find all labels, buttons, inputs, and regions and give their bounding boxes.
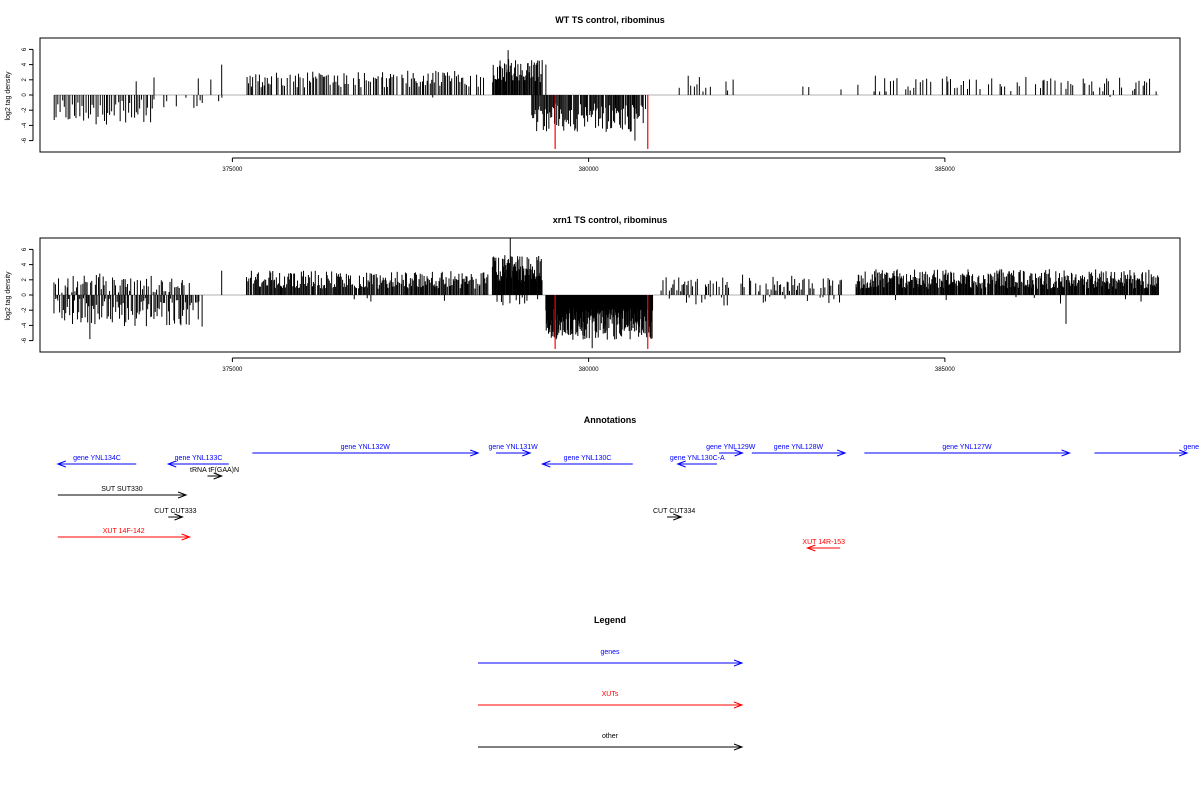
legend-entry: genes [478, 649, 744, 667]
annotation-label: gene YNL130C [564, 455, 612, 462]
wt-y-tick-label: -6 [22, 137, 28, 143]
xrn1-y-axis: 6 4 2 0 -2 -4 -6 [22, 247, 34, 343]
wt-y-tick-label: -2 [22, 107, 28, 113]
annotation-feature: gene YNL132W [252, 444, 480, 457]
annotation-arrow-head [673, 513, 683, 521]
annotation-arrow-head [522, 449, 532, 457]
legend-title: Legend [594, 615, 626, 625]
wt-x-axis: 375000 380000 385000 [222, 157, 956, 173]
xrn1-y-axis-label: log2 tag density [5, 271, 12, 321]
xrn1-y-tick-label: 6 [22, 247, 28, 251]
annotation-feature: gene YNL128W [751, 444, 847, 457]
annotation-label: gene [1183, 444, 1199, 451]
annotation-arrow-head [1178, 449, 1189, 457]
annotation-feature: gene YNL130C [540, 455, 633, 468]
annotation-label: CUT CUT333 [154, 508, 196, 515]
annotation-arrow-head [470, 449, 480, 457]
annotation-arrow-head [1061, 449, 1071, 457]
xrn1-y-tick-label: 4 [22, 262, 28, 266]
annotation-arrow-head [836, 449, 847, 457]
annotation-feature: tRNA tF(GAA)N [190, 467, 239, 480]
annotation-label: tRNA tF(GAA)N [190, 467, 239, 474]
annotation-label: XUT 14F-142 [103, 528, 145, 535]
annotation-feature: gene YNL127W [864, 444, 1071, 457]
annotation-feature: XUT 14R-153 [802, 539, 845, 552]
annotation-arrow-head [56, 460, 66, 468]
wt-x-tick-label: 380000 [579, 167, 600, 173]
xrn1-y-tick-label: 2 [22, 277, 28, 281]
xrn1-coverage-panel: xrn1 TS control, ribominus log2 tag dens… [5, 215, 1181, 373]
annotation-label: gene YNL133C [175, 455, 223, 462]
wt-coverage-panel: WT TS control, ribominus log2 tag densit… [5, 15, 1181, 173]
wt-x-tick-label: 385000 [935, 167, 956, 173]
annotation-arrow-head [734, 449, 744, 457]
annotation-feature: gene YNL130C-A [670, 455, 725, 468]
annotation-feature: CUT CUT333 [154, 508, 197, 521]
xrn1-y-tick-label: -6 [22, 337, 28, 343]
annotation-label: SUT SUT330 [101, 486, 143, 493]
annotation-arrow-head [166, 460, 177, 468]
annotation-label: gene YNL129W [706, 444, 756, 451]
wt-y-axis-label: log2 tag density [5, 71, 12, 121]
wt-x-tick-label: 375000 [222, 167, 243, 173]
legend-label: other [602, 733, 619, 740]
xrn1-y-tick-label: -2 [22, 307, 28, 313]
annotation-arrow-head [805, 544, 816, 552]
annotations-title: Annotations [584, 415, 637, 425]
annotation-label: CUT CUT334 [653, 508, 695, 515]
xrn1-y-tick-label: 0 [22, 293, 28, 297]
legend-entry: XUTs [478, 691, 744, 709]
xrn1-coverage-bars [53, 238, 1159, 349]
xrn1-panel-title: xrn1 TS control, ribominus [553, 215, 668, 225]
wt-y-axis: 6 4 2 0 -2 -4 -6 [22, 47, 34, 143]
legend-arrow-head [733, 659, 744, 667]
annotation-label: XUT 14R-153 [802, 539, 845, 546]
legend-arrow-head [733, 701, 744, 709]
xrn1-x-axis: 375000 380000 385000 [222, 357, 956, 373]
wt-y-tick-label: 6 [22, 47, 28, 51]
wt-coverage-bars [53, 50, 1157, 149]
annotation-label: gene YNL131W [488, 444, 538, 451]
legend: Legend genes XUTs other [478, 615, 744, 751]
wt-y-tick-label: 2 [22, 77, 28, 81]
annotation-feature: gene YNL133C [166, 455, 229, 468]
xrn1-plot-frame [39, 237, 1181, 353]
legend-label: genes [600, 649, 620, 656]
annotation-feature: XUT 14F-142 [57, 528, 192, 541]
wt-y-tick-label: 4 [22, 62, 28, 66]
wt-plot-frame [39, 37, 1181, 153]
annotation-feature: gene YNL129W [706, 444, 756, 457]
annotation-label: gene YNL132W [341, 444, 391, 451]
annotation-arrow-head [174, 513, 184, 521]
annotations-track: Annotations gene YNL134C gene YNL133C gene… [56, 415, 1199, 552]
wt-panel-title: WT TS control, ribominus [555, 15, 665, 25]
xrn1-x-tick-label: 375000 [222, 367, 243, 373]
xrn1-x-tick-label: 380000 [579, 367, 600, 373]
annotation-label: gene YNL134C [73, 455, 121, 462]
annotation-arrow-head [540, 460, 551, 468]
annotation-label: gene YNL128W [774, 444, 824, 451]
annotation-arrow-head [213, 472, 224, 480]
annotation-arrow-head [676, 460, 686, 468]
wt-y-tick-label: 0 [22, 93, 28, 97]
annotation-feature: gene YNL131W [488, 444, 538, 457]
annotation-arrow-head [181, 533, 192, 541]
annotation-feature: CUT CUT334 [653, 508, 695, 521]
annotation-label: gene YNL130C-A [670, 455, 725, 462]
annotation-feature: SUT SUT330 [57, 486, 188, 499]
legend-entry: other [478, 733, 744, 751]
annotation-feature: gene [1094, 444, 1199, 457]
annotation-label: gene YNL127W [942, 444, 992, 451]
xrn1-y-tick-label: -4 [22, 322, 28, 328]
annotation-arrow-head [177, 491, 188, 499]
legend-label: XUTs [602, 691, 619, 698]
legend-arrow-head [733, 743, 744, 751]
annotation-feature: gene YNL134C [56, 455, 137, 468]
xrn1-x-tick-label: 385000 [935, 367, 956, 373]
wt-y-tick-label: -4 [22, 122, 28, 128]
